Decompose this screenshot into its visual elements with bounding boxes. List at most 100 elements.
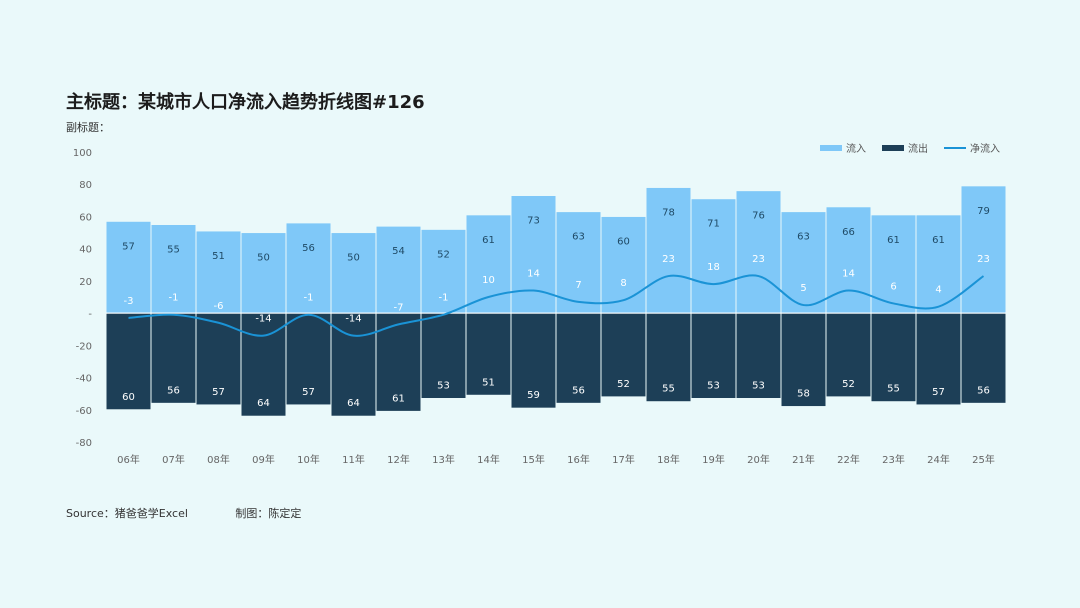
- legend-swatch-inflow: [820, 144, 842, 151]
- bar-outflow: [150, 312, 197, 404]
- bar-inflow: [825, 206, 872, 314]
- outflow-value-label: 60: [122, 392, 135, 403]
- legend-swatch-outflow: [882, 144, 904, 151]
- x-tick-label: 16年: [567, 453, 590, 466]
- x-tick-label: 13年: [432, 453, 455, 466]
- x-tick-label: 09年: [252, 453, 275, 466]
- inflow-value-label: 50: [347, 253, 360, 264]
- inflow-value-label: 61: [482, 235, 495, 246]
- net-value-label: 23: [752, 254, 765, 265]
- net-value-label: 14: [842, 269, 855, 280]
- inflow-value-label: 76: [752, 211, 765, 222]
- x-tick-label: 21年: [792, 453, 815, 466]
- x-tick-label: 23年: [882, 453, 905, 466]
- outflow-value-label: 64: [257, 398, 270, 409]
- y-tick-label: -60: [76, 406, 92, 417]
- y-tick-label: -20: [76, 341, 92, 352]
- legend-item-net: 净流入: [944, 140, 1000, 155]
- outflow-value-label: 64: [347, 398, 360, 409]
- outflow-value-label: 55: [662, 384, 675, 395]
- bar-outflow: [915, 312, 962, 406]
- net-value-label: 8: [620, 278, 626, 289]
- bar-outflow: [465, 312, 512, 396]
- inflow-value-label: 55: [167, 245, 180, 256]
- x-tick-label: 10年: [297, 453, 320, 466]
- bar-outflow: [960, 312, 1007, 404]
- legend-item-inflow: 流入: [820, 140, 866, 155]
- inflow-value-label: 73: [527, 216, 540, 227]
- net-value-label: -14: [255, 314, 271, 325]
- outflow-value-label: 55: [887, 384, 900, 395]
- net-value-label: 23: [977, 254, 990, 265]
- x-tick-label: 06年: [117, 453, 140, 466]
- net-value-label: -14: [345, 314, 361, 325]
- x-tick-label: 11年: [342, 453, 365, 466]
- y-tick-label: 20: [79, 277, 92, 288]
- bar-inflow: [420, 228, 467, 314]
- inflow-value-label: 71: [707, 219, 720, 230]
- y-tick-label: 60: [79, 212, 92, 223]
- bar-inflow: [690, 198, 737, 314]
- net-value-label: 14: [527, 269, 540, 280]
- net-value-label: -1: [439, 293, 449, 304]
- bar-outflow: [645, 312, 692, 403]
- outflow-value-label: 53: [707, 381, 720, 392]
- outflow-value-label: 51: [482, 377, 495, 388]
- net-value-label: 6: [890, 281, 896, 292]
- bar-outflow: [870, 312, 917, 403]
- outflow-value-label: 52: [617, 379, 630, 390]
- net-value-label: -7: [394, 302, 404, 313]
- bar-inflow: [375, 225, 422, 314]
- x-tick-label: 12年: [387, 453, 410, 466]
- outflow-value-label: 57: [212, 387, 225, 398]
- net-value-label: 4: [935, 285, 941, 296]
- inflow-value-label: 54: [392, 246, 405, 257]
- chart-legend: 流入 流出 净流入: [804, 140, 1000, 155]
- net-value-label: 23: [662, 254, 675, 265]
- inflow-value-label: 57: [122, 241, 135, 252]
- author-note: 制图：陈定定: [235, 507, 302, 520]
- y-tick-label: -80: [76, 438, 92, 449]
- chart-subtitle: 副标题：: [66, 121, 110, 134]
- bar-inflow: [105, 220, 152, 314]
- outflow-value-label: 53: [437, 381, 450, 392]
- inflow-value-label: 60: [617, 236, 630, 247]
- x-tick-label: 08年: [207, 453, 230, 466]
- x-tick-label: 20年: [747, 453, 770, 466]
- source-note: Source：猪爸爸学Excel: [66, 507, 188, 520]
- legend-item-outflow: 流出: [882, 140, 928, 155]
- inflow-value-label: 66: [842, 227, 855, 238]
- legend-label-net: 净流入: [970, 144, 1000, 155]
- bar-outflow: [420, 312, 467, 399]
- chart-title: 主标题：某城市人口净流入趋势折线图#126: [66, 92, 425, 113]
- inflow-value-label: 63: [797, 232, 810, 243]
- legend-label-inflow: 流入: [846, 144, 866, 155]
- inflow-value-label: 50: [257, 253, 270, 264]
- y-tick-label: -: [88, 309, 92, 320]
- inflow-value-label: 52: [437, 249, 450, 260]
- outflow-value-label: 57: [302, 387, 315, 398]
- bar-inflow: [555, 211, 602, 314]
- inflow-value-label: 63: [572, 232, 585, 243]
- outflow-value-label: 58: [797, 389, 810, 400]
- inflow-value-label: 56: [302, 243, 315, 254]
- net-value-label: 10: [482, 275, 495, 286]
- outflow-value-label: 53: [752, 381, 765, 392]
- y-tick-label: -40: [76, 374, 92, 385]
- x-tick-label: 07年: [162, 453, 185, 466]
- inflow-value-label: 79: [977, 206, 990, 217]
- net-value-label: -3: [124, 296, 134, 307]
- net-value-label: -6: [214, 301, 224, 312]
- outflow-value-label: 56: [977, 385, 990, 396]
- inflow-value-label: 61: [887, 235, 900, 246]
- bar-inflow: [330, 232, 377, 314]
- x-tick-label: 22年: [837, 453, 860, 466]
- chart-footer: Source：猪爸爸学Excel 制图：陈定定: [66, 505, 345, 521]
- bar-outflow: [285, 312, 332, 406]
- bar-inflow: [645, 186, 692, 314]
- inflow-value-label: 78: [662, 207, 675, 218]
- y-tick-label: 100: [73, 148, 92, 159]
- x-tick-label: 15年: [522, 453, 545, 466]
- net-value-label: 5: [800, 283, 806, 294]
